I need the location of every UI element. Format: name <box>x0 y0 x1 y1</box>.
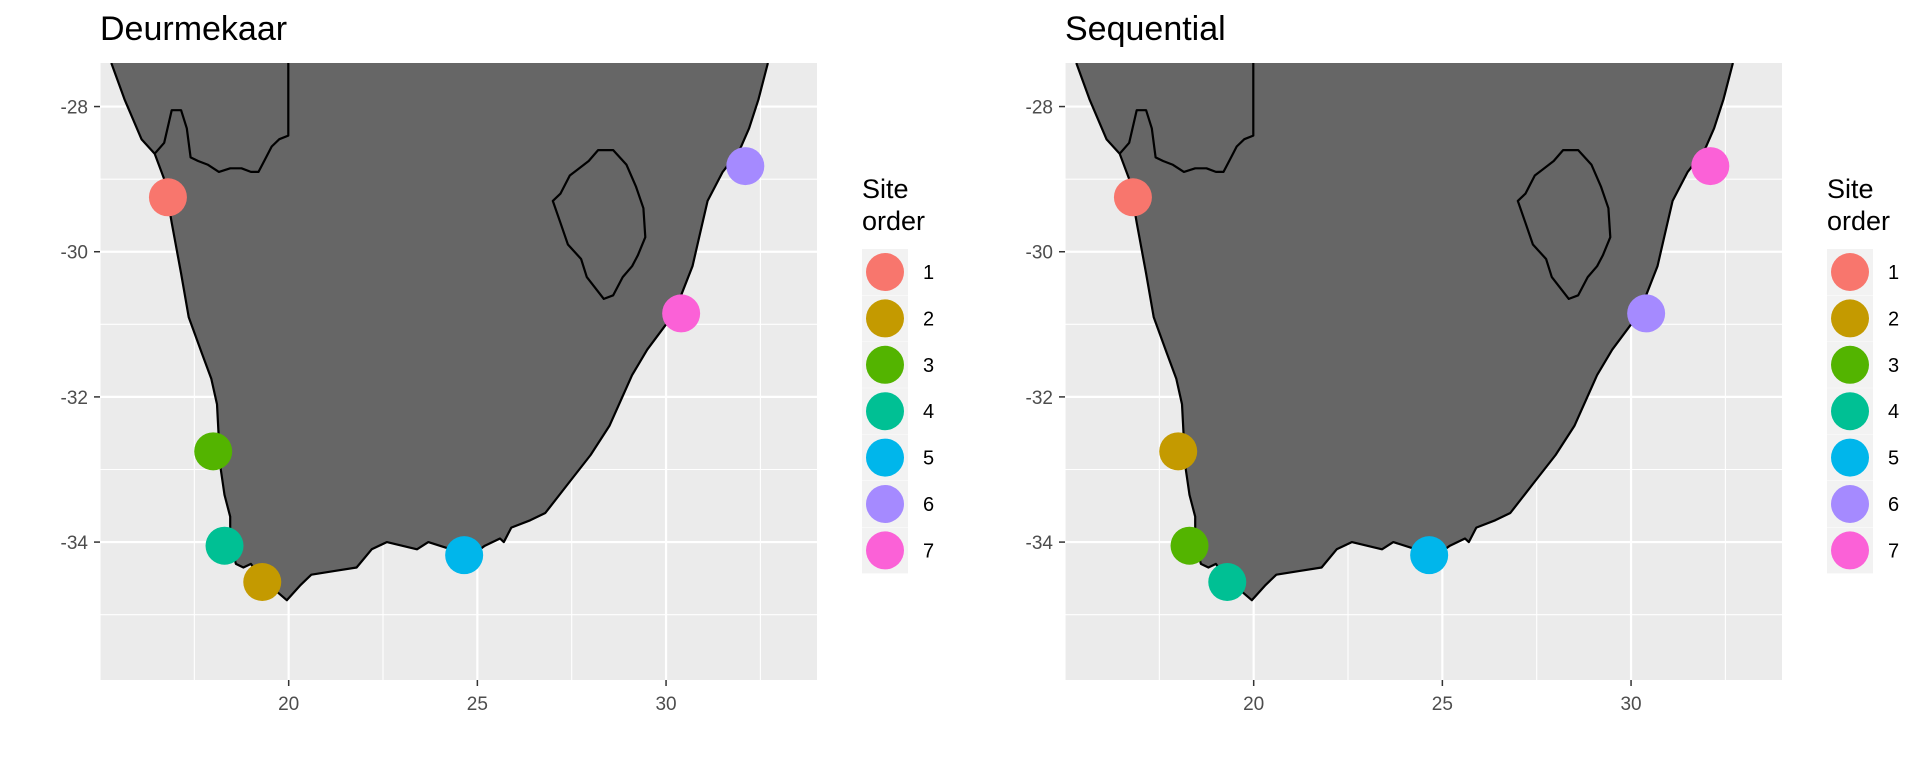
legend-title-line: order <box>862 206 925 236</box>
site-point-7 <box>662 294 701 333</box>
legend-key-4 <box>1831 392 1869 431</box>
y-tick-label: -30 <box>61 243 88 264</box>
legend-label-3: 3 <box>923 355 934 377</box>
legend-label-6: 6 <box>1888 494 1899 516</box>
legend-label-5: 5 <box>1888 448 1899 470</box>
legend-key-5 <box>866 438 904 477</box>
site-point-7 <box>1691 147 1730 186</box>
legend-label-3: 3 <box>1888 355 1899 377</box>
site-point-2 <box>1159 432 1198 471</box>
y-tick-label: -32 <box>61 388 88 409</box>
site-points <box>148 147 765 602</box>
legend-label-6: 6 <box>923 494 934 516</box>
x-tick-label: 25 <box>467 694 488 715</box>
site-point-1 <box>148 178 187 217</box>
land-layer <box>1075 63 1734 602</box>
site-point-3 <box>1170 526 1209 565</box>
legend-title-line: Site <box>862 174 909 204</box>
legend-key-4 <box>866 392 904 431</box>
site-point-1 <box>1113 178 1152 217</box>
legend-label-7: 7 <box>923 540 934 562</box>
x-tick-label: 20 <box>1243 694 1264 715</box>
axes: 20 25 30 -28 -30 -32 -34 <box>61 98 677 715</box>
legend-label-1: 1 <box>923 262 934 284</box>
legend-key-2 <box>866 299 904 338</box>
legend-title-line: Site <box>1827 174 1874 204</box>
axes: 20 25 30 -28 -30 -32 -34 <box>1026 98 1642 715</box>
site-point-5 <box>1410 536 1449 575</box>
legend-key-3 <box>1831 345 1869 384</box>
site-point-4 <box>1208 563 1247 602</box>
legend-key-7 <box>866 531 904 570</box>
x-tick-label: 30 <box>1620 694 1641 715</box>
legend-label-4: 4 <box>1888 401 1899 423</box>
lesotho-outline <box>1516 149 1612 300</box>
x-tick-label: 25 <box>1432 694 1453 715</box>
legend-key-1 <box>866 253 904 291</box>
legend-key-1 <box>1831 253 1869 291</box>
lesotho-outline <box>551 149 647 300</box>
legend-key-5 <box>1831 438 1869 477</box>
namibia-border <box>153 63 290 173</box>
legend-label-7: 7 <box>1888 540 1899 562</box>
legend-label-1: 1 <box>1888 262 1899 284</box>
panel-title: Sequential <box>1065 10 1226 48</box>
y-tick-label: -30 <box>1026 243 1053 264</box>
site-points <box>1113 147 1730 602</box>
legend-key-7 <box>1831 531 1869 570</box>
site-point-6 <box>1627 294 1666 333</box>
site-point-3 <box>194 432 233 471</box>
legend-label-2: 2 <box>923 308 934 330</box>
site-point-2 <box>243 563 282 602</box>
y-tick-label: -34 <box>1026 533 1054 554</box>
namibia-border <box>1118 63 1255 173</box>
y-tick-label: -34 <box>61 533 89 554</box>
legend-key-6 <box>1831 485 1869 523</box>
legend-label-4: 4 <box>923 401 934 423</box>
site-point-4 <box>205 526 244 565</box>
x-tick-label: 20 <box>278 694 299 715</box>
x-tick-label: 30 <box>655 694 676 715</box>
legend-key-2 <box>1831 299 1869 338</box>
y-tick-label: -28 <box>61 98 88 119</box>
legend-key-3 <box>866 345 904 384</box>
legend-label-5: 5 <box>923 448 934 470</box>
legend-key-6 <box>866 485 904 523</box>
y-tick-label: -28 <box>1026 98 1053 119</box>
panel-title: Deurmekaar <box>100 10 287 48</box>
site-point-6 <box>726 147 765 186</box>
site-point-5 <box>445 536 484 575</box>
legend-title-line: order <box>1827 206 1890 236</box>
y-tick-label: -32 <box>1026 388 1053 409</box>
legend-label-2: 2 <box>1888 308 1899 330</box>
